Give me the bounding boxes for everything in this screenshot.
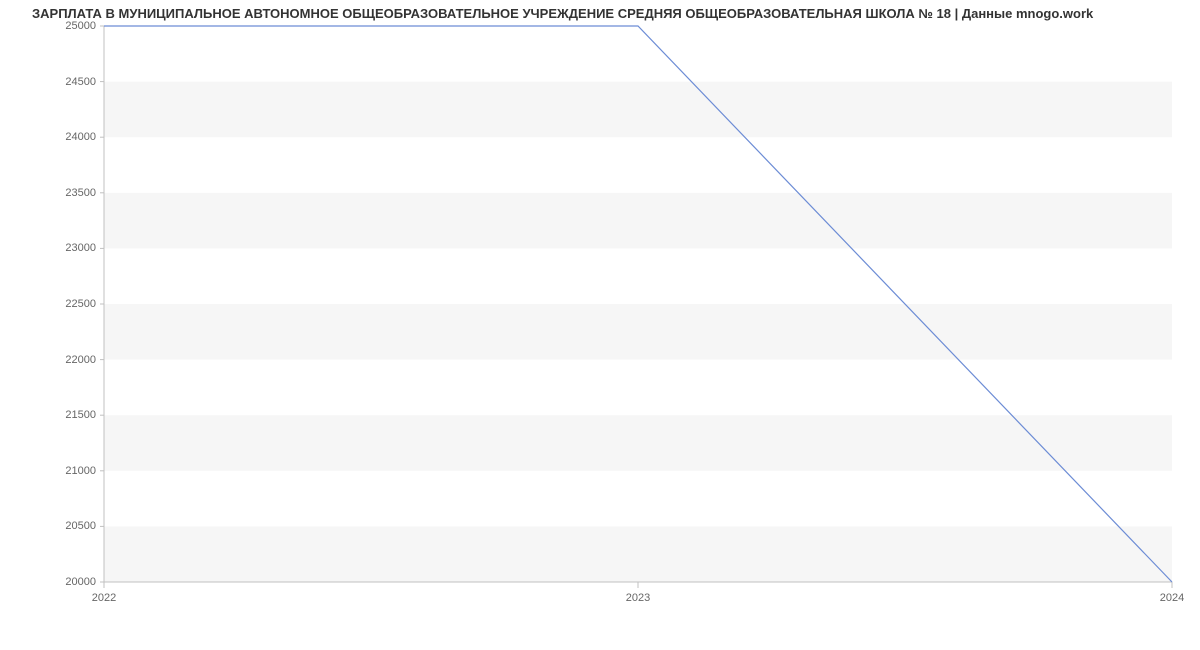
y-tick-label: 21500 bbox=[65, 409, 96, 421]
plot-area: 2000020500210002150022000225002300023500… bbox=[104, 26, 1172, 582]
y-tick-label: 25000 bbox=[65, 20, 96, 32]
x-tick-label: 2022 bbox=[92, 592, 116, 604]
chart-title: ЗАРПЛАТА В МУНИЦИПАЛЬНОЕ АВТОНОМНОЕ ОБЩЕ… bbox=[32, 6, 1093, 21]
x-tick-label: 2023 bbox=[626, 592, 650, 604]
salary-line-chart: ЗАРПЛАТА В МУНИЦИПАЛЬНОЕ АВТОНОМНОЕ ОБЩЕ… bbox=[0, 0, 1200, 650]
y-tick-label: 24000 bbox=[65, 131, 96, 143]
x-tick-label: 2024 bbox=[1160, 592, 1184, 604]
y-tick-label: 21000 bbox=[65, 465, 96, 477]
y-tick-label: 22000 bbox=[65, 354, 96, 366]
y-tick-label: 22500 bbox=[65, 298, 96, 310]
y-tick-label: 24500 bbox=[65, 76, 96, 88]
y-tick-label: 20000 bbox=[65, 576, 96, 588]
y-tick-label: 23500 bbox=[65, 187, 96, 199]
y-tick-label: 20500 bbox=[65, 520, 96, 532]
y-tick-label: 23000 bbox=[65, 242, 96, 254]
